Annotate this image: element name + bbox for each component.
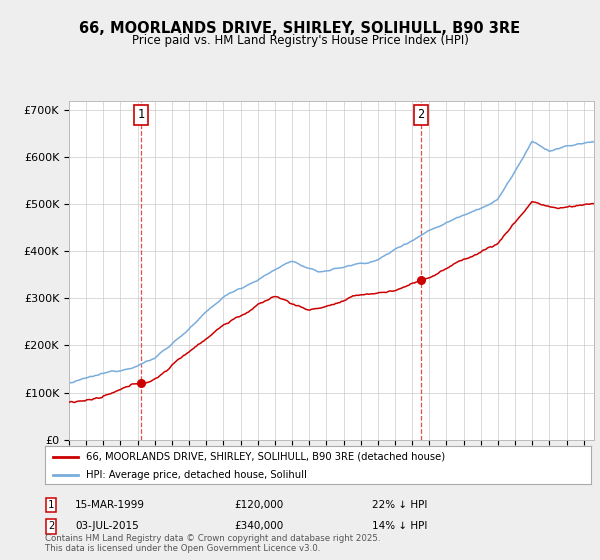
Text: £340,000: £340,000 <box>234 521 283 531</box>
Text: 03-JUL-2015: 03-JUL-2015 <box>75 521 139 531</box>
Text: HPI: Average price, detached house, Solihull: HPI: Average price, detached house, Soli… <box>86 470 307 480</box>
Text: Price paid vs. HM Land Registry's House Price Index (HPI): Price paid vs. HM Land Registry's House … <box>131 34 469 46</box>
Text: Contains HM Land Registry data © Crown copyright and database right 2025.
This d: Contains HM Land Registry data © Crown c… <box>45 534 380 553</box>
Text: £120,000: £120,000 <box>234 500 283 510</box>
Text: 2: 2 <box>48 521 54 531</box>
Text: 1: 1 <box>137 109 145 122</box>
Text: 22% ↓ HPI: 22% ↓ HPI <box>372 500 427 510</box>
Text: 1: 1 <box>48 500 54 510</box>
Text: 14% ↓ HPI: 14% ↓ HPI <box>372 521 427 531</box>
Text: 15-MAR-1999: 15-MAR-1999 <box>75 500 145 510</box>
Text: 66, MOORLANDS DRIVE, SHIRLEY, SOLIHULL, B90 3RE (detached house): 66, MOORLANDS DRIVE, SHIRLEY, SOLIHULL, … <box>86 451 445 461</box>
Text: 2: 2 <box>418 109 424 122</box>
Text: 66, MOORLANDS DRIVE, SHIRLEY, SOLIHULL, B90 3RE: 66, MOORLANDS DRIVE, SHIRLEY, SOLIHULL, … <box>79 21 521 36</box>
